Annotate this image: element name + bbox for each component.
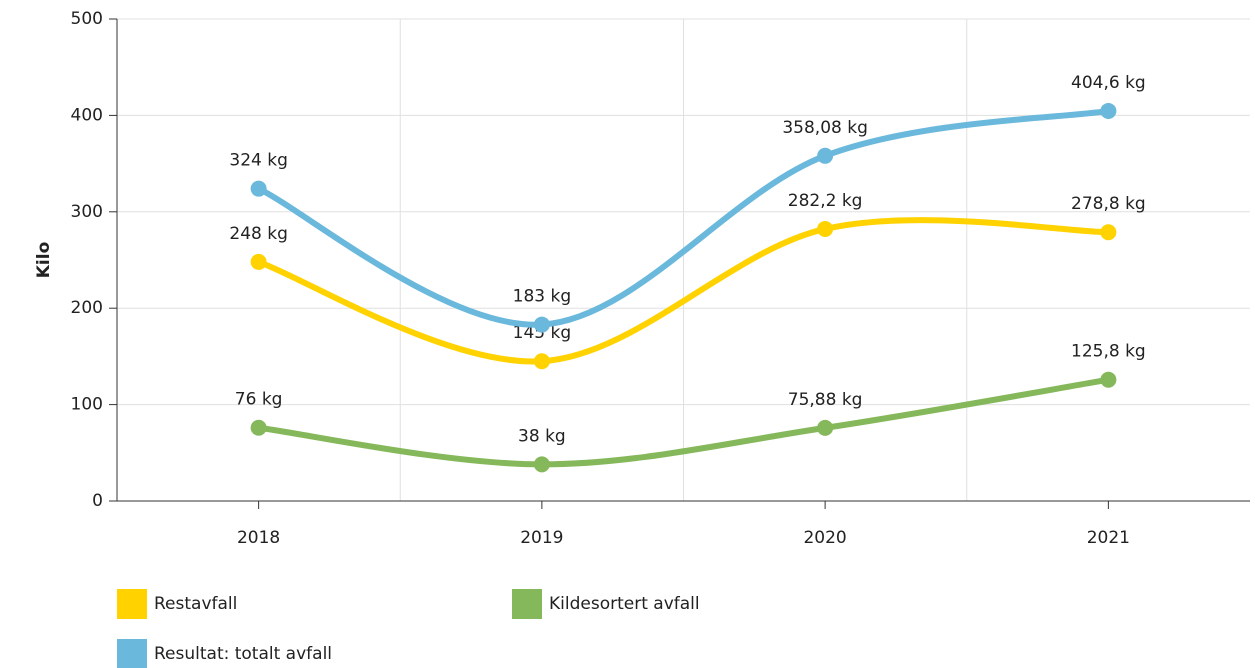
data-label: 75,88 kg <box>788 390 863 410</box>
data-label: 76 kg <box>235 390 283 410</box>
legend-swatch <box>117 589 147 619</box>
data-label: 248 kg <box>229 224 288 244</box>
y-tick-label: 300 <box>71 202 103 222</box>
point <box>1100 224 1117 241</box>
point <box>533 316 550 333</box>
point <box>817 147 834 164</box>
legend-swatch <box>117 639 147 668</box>
data-label: 38 kg <box>518 426 566 446</box>
legend-label: Resultat: totalt avfall <box>154 644 332 664</box>
legend-swatch <box>512 589 542 619</box>
point <box>817 419 834 436</box>
y-tick-label: 100 <box>71 395 103 415</box>
line <box>255 217 1112 365</box>
line <box>255 107 1112 328</box>
line <box>255 376 1112 468</box>
point <box>1100 371 1117 388</box>
legend-label: Restavfall <box>154 594 237 614</box>
data-label: 278,8 kg <box>1071 194 1146 214</box>
data-label: 404,6 kg <box>1071 73 1146 93</box>
point <box>533 353 550 370</box>
data-label: 282,2 kg <box>788 191 863 211</box>
point <box>250 419 267 436</box>
data-label: 125,8 kg <box>1071 342 1146 362</box>
point <box>533 456 550 473</box>
x-tick-label: 2020 <box>803 528 846 548</box>
data-label: 183 kg <box>513 287 572 307</box>
point <box>1100 102 1117 119</box>
x-tick-label: 2021 <box>1087 528 1130 548</box>
y-axis-label: Kilo <box>34 242 54 279</box>
y-tick-label: 400 <box>71 105 103 125</box>
point <box>250 253 267 270</box>
legend-label: Kildesortert avfall <box>549 594 700 614</box>
y-tick-label: 500 <box>71 9 103 29</box>
x-tick-label: 2019 <box>520 528 563 548</box>
data-label: 358,08 kg <box>782 118 868 138</box>
point <box>817 220 834 237</box>
point <box>250 180 267 197</box>
data-label: 324 kg <box>229 151 288 171</box>
data-label: 145 kg <box>513 323 572 343</box>
x-tick-label: 2018 <box>237 528 280 548</box>
y-tick-label: 200 <box>71 298 103 318</box>
y-tick-label: 0 <box>92 491 103 511</box>
